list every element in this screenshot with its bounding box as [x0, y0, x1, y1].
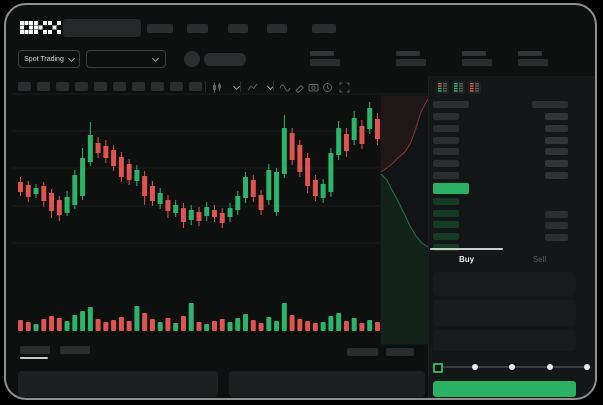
order-amount-field[interactable]: [433, 300, 576, 326]
ask-row-price[interactable]: [433, 160, 459, 168]
pair-dropdown[interactable]: [86, 50, 166, 68]
nav-item-placeholder[interactable]: [267, 24, 287, 33]
ask-row-amount[interactable]: [545, 113, 568, 120]
slider-handle[interactable]: [433, 363, 443, 373]
interval-button[interactable]: [132, 82, 145, 91]
window-frame: Spot Trading: [4, 3, 597, 400]
toolbar-divider: [205, 81, 206, 92]
tab-sell[interactable]: Sell: [532, 255, 547, 264]
indicators-icon[interactable]: [247, 82, 258, 93]
refresh-icon[interactable]: [322, 82, 333, 93]
ask-row-amount[interactable]: [545, 172, 568, 179]
bottom-panel[interactable]: [18, 371, 218, 397]
panel-divider: [428, 76, 429, 398]
slider-step-dot[interactable]: [584, 364, 590, 370]
slider-step-dot[interactable]: [509, 364, 515, 370]
bottom-panel[interactable]: [229, 371, 425, 397]
account-avatar[interactable]: [184, 51, 200, 67]
order-price-field[interactable]: [433, 272, 576, 296]
nav-item-placeholder[interactable]: [147, 24, 173, 33]
orderbook-header-amount: [532, 101, 568, 108]
balance-pill[interactable]: [204, 53, 246, 66]
okx-logo[interactable]: [20, 21, 61, 35]
interval-button[interactable]: [189, 82, 202, 91]
bottom-tab-placeholder[interactable]: [60, 346, 90, 354]
ask-row-amount[interactable]: [545, 160, 568, 168]
orderbook-header-price: [433, 101, 469, 108]
slider-step-dot[interactable]: [546, 364, 553, 370]
nav-item-placeholder[interactable]: [312, 24, 336, 33]
nav-item-placeholder[interactable]: [187, 24, 208, 33]
ask-row-price[interactable]: [433, 148, 459, 156]
interval-button[interactable]: [94, 82, 107, 91]
bid-row-price[interactable]: [433, 232, 459, 240]
ask-row-amount[interactable]: [545, 136, 568, 144]
tab-buy[interactable]: Buy: [458, 255, 475, 264]
ticker-stat-value: [396, 59, 426, 66]
candlestick-chart[interactable]: [4, 3, 597, 400]
ticker-stat-label: [396, 51, 420, 56]
ask-row-price[interactable]: [433, 113, 459, 120]
bid-row-amount[interactable]: [545, 233, 568, 241]
nav-item-placeholder[interactable]: [228, 24, 248, 33]
market-type-label: Spot Trading: [24, 55, 64, 63]
order-total-field[interactable]: [433, 330, 576, 351]
ask-row-price[interactable]: [433, 136, 459, 144]
buy-submit-button[interactable]: [433, 381, 576, 397]
ask-row-price[interactable]: [433, 172, 459, 179]
slider-step-dot[interactable]: [471, 364, 478, 370]
toolbar-divider: [273, 81, 274, 92]
book-both-icon[interactable]: [436, 81, 449, 94]
interval-button[interactable]: [37, 82, 50, 91]
camera-icon[interactable]: [308, 82, 319, 93]
bid-row-amount[interactable]: [545, 210, 568, 218]
line-tool-icon[interactable]: [279, 83, 291, 92]
market-type-dropdown[interactable]: Spot Trading: [18, 50, 80, 68]
slider-dots: [433, 360, 590, 374]
amount-slider[interactable]: [433, 360, 590, 374]
interval-button[interactable]: [18, 82, 31, 91]
interval-button[interactable]: [75, 82, 88, 91]
ticker-stat-label: [310, 51, 334, 56]
last-price-highlight[interactable]: [433, 183, 469, 194]
buy-tab-indicator: [430, 248, 503, 250]
ticker-stat-value: [518, 59, 548, 66]
fullscreen-icon[interactable]: [339, 82, 350, 93]
book-bids-icon[interactable]: [452, 81, 465, 94]
bid-row-amount[interactable]: [545, 222, 568, 230]
bid-row-price[interactable]: [433, 198, 459, 205]
chart-footer-button[interactable]: [347, 348, 378, 356]
bottom-tab-placeholder[interactable]: [20, 346, 50, 354]
ticker-stat-label: [518, 51, 542, 56]
search-input[interactable]: [63, 19, 141, 37]
toolbar-divider: [240, 81, 241, 92]
bottom-tab-indicator: [20, 357, 48, 359]
ticker-stat-label: [462, 51, 486, 56]
eraser-icon[interactable]: [294, 82, 305, 93]
ask-row-price[interactable]: [433, 124, 459, 132]
interval-button[interactable]: [56, 82, 69, 91]
app-root: Spot Trading: [4, 3, 597, 400]
candle-style-icon[interactable]: [212, 82, 223, 93]
bid-row-price[interactable]: [433, 209, 459, 217]
bid-row-price[interactable]: [433, 221, 459, 229]
ask-row-amount[interactable]: [545, 148, 568, 156]
interval-button[interactable]: [113, 82, 126, 91]
ask-row-amount[interactable]: [545, 124, 568, 132]
ticker-stat-value: [310, 59, 340, 66]
bid-row-price[interactable]: [433, 244, 459, 252]
interval-button[interactable]: [170, 82, 183, 91]
chart-footer-button[interactable]: [386, 348, 414, 356]
book-asks-icon[interactable]: [468, 81, 481, 94]
ticker-stat-value: [462, 59, 492, 66]
interval-button[interactable]: [151, 82, 164, 91]
app-header: [6, 5, 595, 45]
